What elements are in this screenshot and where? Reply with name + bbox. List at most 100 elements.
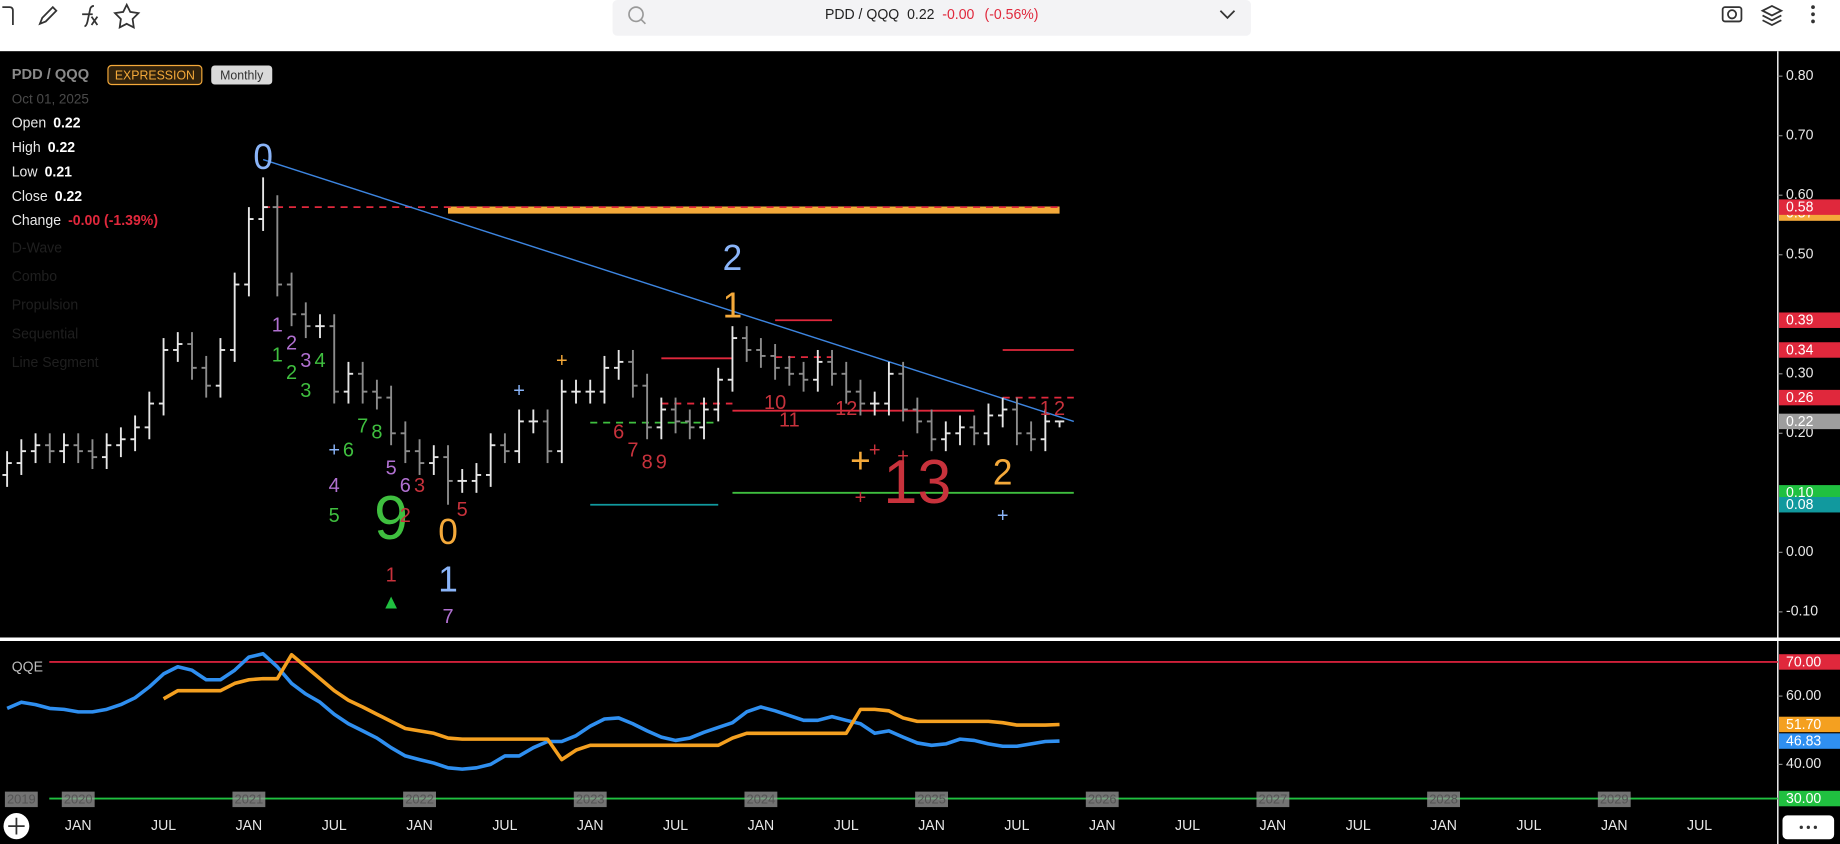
annotation: 8 xyxy=(642,451,653,473)
pan-control-icon xyxy=(8,817,25,835)
x-tick-label: JUL xyxy=(1004,818,1029,834)
annotation: 7 xyxy=(357,416,368,438)
x-tick-label: JUL xyxy=(663,818,688,834)
annotation: 7 xyxy=(627,439,638,461)
year-badge xyxy=(1256,791,1290,808)
annotation: 11 xyxy=(779,410,800,432)
annotation: 3 xyxy=(300,380,311,402)
price-badge-label: 0.34 xyxy=(1786,342,1814,358)
annotation: 10 xyxy=(764,392,786,414)
annotation: + xyxy=(997,505,1009,527)
year-label: 2025 xyxy=(917,791,946,806)
y-tick-label: 0.60 xyxy=(1786,187,1814,203)
y-tick-label: 60.00 xyxy=(1786,688,1821,704)
y-tick-label: 0.00 xyxy=(1786,544,1814,560)
study-name: Sequential xyxy=(12,326,79,342)
price-badge xyxy=(1778,413,1840,430)
annotation: + xyxy=(855,487,867,509)
legend-label: Change xyxy=(12,213,61,229)
more-icon[interactable] xyxy=(1811,5,1815,24)
y-tick-label: 0.30 xyxy=(1786,365,1814,381)
annotation: ▲ xyxy=(381,591,401,613)
y-tick-label: 0.50 xyxy=(1786,246,1814,262)
annotation: 1 xyxy=(272,314,283,336)
annotation: 2 xyxy=(286,332,297,354)
toolbar-left-icons xyxy=(2,2,141,29)
annotation: 5 xyxy=(329,505,340,527)
star-icon[interactable] xyxy=(113,2,141,29)
annotation: 4 xyxy=(314,350,325,372)
book-icon[interactable] xyxy=(2,6,14,25)
annotation: 1 xyxy=(438,559,458,599)
price-badge-label: 70.00 xyxy=(1786,654,1821,670)
annotation: 12 xyxy=(835,398,857,420)
year-label: 2022 xyxy=(405,791,434,806)
trend-line xyxy=(262,158,1075,423)
y-tick-label: 0.80 xyxy=(1786,68,1814,84)
camera-icon[interactable] xyxy=(1721,6,1743,23)
year-badge xyxy=(1085,791,1119,808)
study-name: Combo xyxy=(12,269,57,285)
annotation: 2 xyxy=(286,362,297,384)
price-badge xyxy=(1778,485,1840,501)
qqe-line xyxy=(6,651,1060,771)
x-tick-label: JUL xyxy=(834,818,859,834)
more-button-dots xyxy=(1799,825,1817,830)
price-badge-label: 0.39 xyxy=(1786,313,1814,329)
year-label: 2023 xyxy=(576,791,605,806)
price-badge xyxy=(1778,733,1840,749)
interval-badge xyxy=(211,65,273,85)
price-badge xyxy=(1778,312,1840,328)
annotation: 6 xyxy=(400,475,411,497)
study-name: Propulsion xyxy=(12,298,78,314)
annotation: 3 xyxy=(414,475,425,497)
year-badge xyxy=(1427,791,1461,808)
legend-studies: D-Wave Combo Propulsion Sequential Line Segm… xyxy=(12,240,99,370)
toolbar-change-pct: (-0.56%) xyxy=(985,7,1039,23)
year-badge xyxy=(61,791,95,808)
x-tick-label: JAN xyxy=(1430,818,1457,834)
year-badge xyxy=(232,791,266,808)
search-box[interactable] xyxy=(612,0,1251,36)
year-label: 2028 xyxy=(1429,791,1458,806)
annotation: 8 xyxy=(371,422,382,444)
legend-value: 0.22 xyxy=(53,115,81,131)
x-tick-label: JAN xyxy=(236,818,263,834)
annotation: + xyxy=(513,380,525,402)
x-tick-label: JAN xyxy=(577,818,604,834)
year-badge xyxy=(4,791,38,808)
year-label: 2019 xyxy=(7,791,36,806)
annotation: + xyxy=(869,439,881,461)
annotation: 6 xyxy=(613,422,624,444)
legend-value: 0.22 xyxy=(55,189,83,205)
legend-label: High xyxy=(12,140,41,156)
layers-icon[interactable] xyxy=(1760,4,1784,26)
annotation: 9 xyxy=(656,451,667,473)
price-badge-label: 51.70 xyxy=(1786,717,1821,733)
pencil-icon[interactable] xyxy=(38,5,58,26)
annotation: 1 xyxy=(272,344,283,366)
x-tick-label: JAN xyxy=(1089,818,1116,834)
expression-badge xyxy=(107,64,203,86)
expression-badge-text: EXPRESSION xyxy=(115,68,195,82)
dropdown-icon[interactable] xyxy=(1219,10,1236,20)
price-badge xyxy=(1778,716,1840,733)
price-badge xyxy=(1778,790,1840,807)
function-icon[interactable] xyxy=(82,5,99,28)
x-tick-label: JAN xyxy=(748,818,775,834)
toolbar-change: -0.00 xyxy=(942,7,974,23)
annotation: 2 xyxy=(400,505,411,527)
legend-label: Open xyxy=(12,115,46,131)
annotation: 1 xyxy=(723,286,743,326)
annotation: + xyxy=(850,440,871,480)
legend-value: 0.22 xyxy=(48,140,76,156)
legend-value: 0.21 xyxy=(45,164,73,180)
x-tick-label: JUL xyxy=(492,818,517,834)
year-label: 2026 xyxy=(1088,791,1117,806)
x-tick-label: JAN xyxy=(1260,818,1287,834)
annotation: 1 xyxy=(386,564,397,586)
study-name: D-Wave xyxy=(12,240,62,256)
study-name: Line Segment xyxy=(12,355,99,371)
